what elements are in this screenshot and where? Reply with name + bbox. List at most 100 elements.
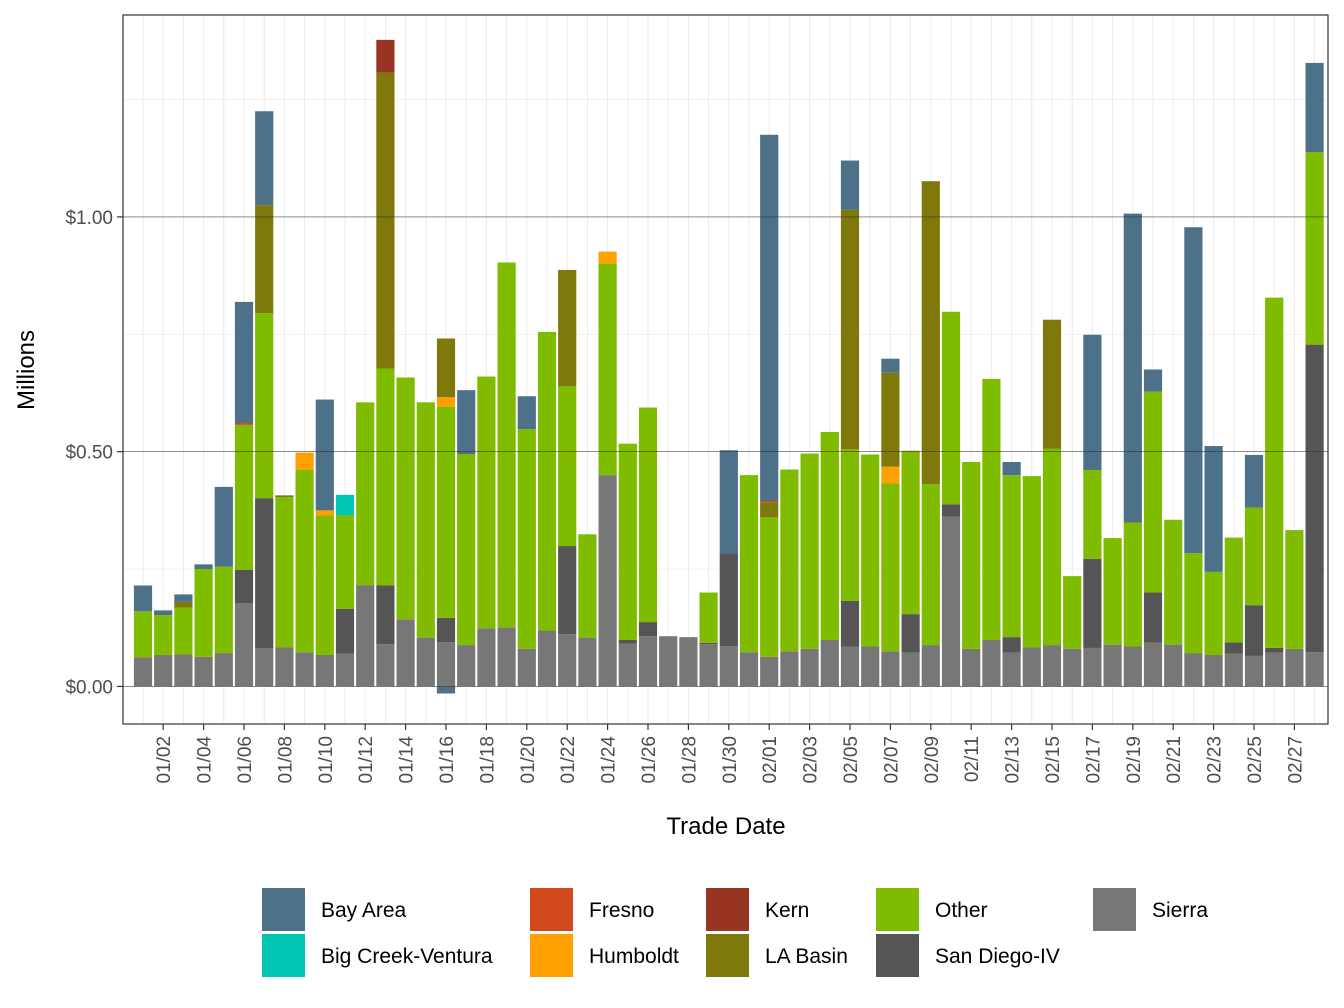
bar-la-basin-01-07 bbox=[255, 205, 274, 314]
bar-sierra-01-08 bbox=[275, 647, 294, 687]
bar-sierra-02-25 bbox=[1244, 655, 1264, 687]
bar-other-01-02 bbox=[154, 615, 173, 655]
bar-bay-area-01-04 bbox=[194, 564, 213, 570]
bar-san-diego-iv-02-17 bbox=[1083, 558, 1102, 648]
bar-other-01-20 bbox=[517, 429, 536, 649]
x-tick-label: 02/07 bbox=[881, 736, 902, 784]
bar-other-01-26 bbox=[638, 407, 658, 623]
legend-key-fresno bbox=[530, 888, 573, 931]
bar-other-02-14 bbox=[1022, 476, 1041, 648]
bar-sierra-01-27 bbox=[659, 636, 678, 687]
legend-label: Big Creek-Ventura bbox=[321, 945, 493, 968]
x-tick-label: 01/14 bbox=[397, 736, 418, 784]
bar-sierra-01-15 bbox=[416, 637, 435, 687]
bar-san-diego-iv-02-08 bbox=[901, 614, 920, 653]
bar-san-diego-iv-02-10 bbox=[941, 504, 961, 517]
bar-sierra-02-16 bbox=[1063, 648, 1082, 687]
bar-fresno-02-01 bbox=[760, 500, 779, 503]
bar-sierra-02-14 bbox=[1022, 647, 1041, 687]
legend-label: Kern bbox=[765, 899, 809, 922]
bar-san-diego-iv-02-26 bbox=[1265, 647, 1284, 653]
bar-other-01-01 bbox=[133, 611, 153, 658]
bar-sierra-01-29 bbox=[699, 644, 718, 687]
bar-sierra-02-12 bbox=[982, 639, 1001, 687]
bar-sierra-02-19 bbox=[1123, 646, 1142, 687]
bar-humboldt-01-09 bbox=[295, 452, 314, 470]
bar-sierra-02-01 bbox=[760, 656, 779, 687]
bar-other-02-27 bbox=[1285, 530, 1304, 649]
bar-bay-area-01-03 bbox=[174, 594, 193, 602]
bar-big-creek-ventura-01-11 bbox=[335, 494, 355, 516]
legend: Bay Area Big Creek-Ventura Fresno Humboldt K… bbox=[262, 888, 1208, 977]
bar-sierra-02-03 bbox=[800, 648, 819, 687]
bar-bay-area-01-02 bbox=[154, 610, 173, 616]
bar-sierra-01-25 bbox=[618, 643, 637, 687]
legend-key-humboldt bbox=[530, 934, 573, 977]
y-tick-label: $1.00 bbox=[65, 208, 113, 229]
bar-sierra-01-14 bbox=[396, 619, 415, 687]
bar-sierra-01-06 bbox=[234, 603, 254, 687]
bar-bay-area-01-20 bbox=[517, 396, 536, 430]
bar-sierra-01-01 bbox=[133, 657, 153, 687]
x-tick-label: 01/24 bbox=[599, 736, 620, 784]
bar-sierra-02-26 bbox=[1265, 652, 1284, 687]
bar-sierra-01-18 bbox=[477, 628, 496, 687]
x-tick-label: 01/26 bbox=[639, 736, 660, 784]
x-tick-label: 02/09 bbox=[922, 736, 943, 784]
bar-other-02-02 bbox=[780, 469, 799, 652]
x-tick-label: 01/08 bbox=[275, 736, 296, 784]
bar-other-02-04 bbox=[820, 431, 839, 640]
bar-other-02-01 bbox=[760, 517, 779, 657]
bar-other-02-03 bbox=[800, 453, 819, 649]
bar-sierra-01-02 bbox=[154, 654, 173, 687]
bar-san-diego-iv-01-25 bbox=[618, 639, 637, 644]
bar-la-basin-02-05 bbox=[840, 209, 860, 450]
bar-bay-area-02-17 bbox=[1083, 334, 1102, 470]
legend-key-bay-area bbox=[262, 888, 305, 931]
bar-sierra-02-02 bbox=[780, 651, 799, 687]
bar-other-02-21 bbox=[1164, 519, 1183, 645]
bar-other-01-06 bbox=[234, 424, 254, 570]
bar-sierra-02-08 bbox=[901, 652, 920, 687]
bar-sierra-02-27 bbox=[1285, 648, 1304, 687]
bar-sierra-01-20 bbox=[517, 648, 536, 687]
x-tick-label: 02/01 bbox=[760, 736, 781, 784]
bar-san-diego-iv-01-16 bbox=[436, 617, 456, 643]
bar-sierra-02-06 bbox=[861, 646, 880, 687]
x-tick-label: 01/18 bbox=[477, 736, 498, 784]
bar-la-basin-01-22 bbox=[558, 269, 577, 387]
bar-other-02-12 bbox=[982, 378, 1001, 640]
x-tick-label: 01/04 bbox=[195, 736, 216, 784]
legend-label: Sierra bbox=[1152, 899, 1208, 922]
x-tick-label: 02/27 bbox=[1285, 736, 1306, 784]
bar-other-02-11 bbox=[962, 461, 981, 649]
bar-san-diego-iv-01-11 bbox=[335, 608, 355, 654]
bar-sierra-02-23 bbox=[1204, 654, 1223, 687]
x-tick-label: 01/06 bbox=[235, 736, 256, 784]
bar-other-01-05 bbox=[214, 566, 233, 654]
bar-other-01-03 bbox=[174, 607, 193, 655]
bar-sierra-01-22 bbox=[558, 634, 577, 687]
bar-other-02-20 bbox=[1143, 391, 1163, 593]
y-axis: $0.00 $0.50 $1.00 bbox=[65, 208, 123, 698]
bar-bay-area-02-05 bbox=[840, 160, 860, 210]
x-tick-label: 02/19 bbox=[1124, 736, 1145, 784]
bar-other-01-19 bbox=[497, 262, 516, 628]
bar-sierra-02-20 bbox=[1143, 642, 1163, 687]
bar-other-01-22 bbox=[558, 386, 577, 547]
bar-san-diego-iv-02-25 bbox=[1244, 605, 1264, 656]
bar-other-01-08 bbox=[275, 497, 294, 648]
y-tick-label: $0.50 bbox=[65, 443, 113, 464]
bar-san-diego-iv-02-20 bbox=[1143, 592, 1163, 643]
bar-san-diego-iv-01-29 bbox=[699, 642, 718, 645]
bar-sierra-02-07 bbox=[881, 651, 900, 687]
bar-sierra-02-15 bbox=[1042, 645, 1062, 687]
y-tick-label: $0.00 bbox=[65, 677, 113, 698]
bar-other-02-25 bbox=[1244, 507, 1264, 606]
x-tick-label: 02/11 bbox=[962, 736, 983, 782]
x-tick-label: 01/28 bbox=[679, 736, 700, 784]
bar-other-01-11 bbox=[335, 515, 355, 609]
x-tick-label: 02/13 bbox=[1003, 736, 1024, 784]
